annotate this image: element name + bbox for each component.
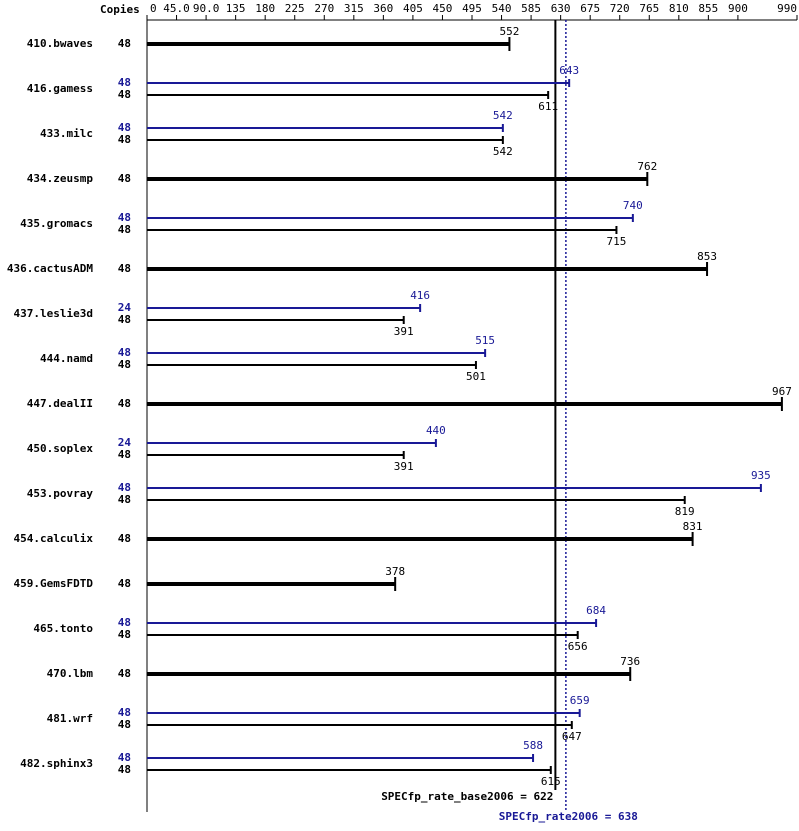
x-tick-label: 765: [639, 2, 659, 15]
copies: 48: [118, 76, 131, 89]
value-label: 684: [586, 604, 606, 617]
value-label: 935: [751, 469, 771, 482]
x-tick-label: 405: [403, 2, 423, 15]
copies: 48: [118, 616, 131, 629]
value-label: 588: [523, 739, 543, 752]
copies: 48: [118, 706, 131, 719]
copies: 48: [118, 172, 131, 185]
value-label: 831: [683, 520, 703, 533]
copies: 48: [118, 346, 131, 359]
x-tick-label: 45.0: [163, 2, 190, 15]
value-label: 967: [772, 385, 792, 398]
copies: 48: [118, 577, 131, 590]
copies-header: Copies: [100, 3, 140, 16]
x-tick-label: 270: [314, 2, 334, 15]
copies: 48: [118, 481, 131, 494]
copies: 48: [118, 532, 131, 545]
benchmark-name: 482.sphinx3: [20, 757, 93, 770]
benchmark-name: 459.GemsFDTD: [14, 577, 94, 590]
value-label: 416: [410, 289, 430, 302]
copies: 48: [118, 37, 131, 50]
value-label: 615: [541, 775, 561, 788]
x-tick-label: 855: [698, 2, 718, 15]
copies: 48: [118, 121, 131, 134]
value-label: 762: [637, 160, 657, 173]
x-tick-label: 495: [462, 2, 482, 15]
value-label: 611: [538, 100, 558, 113]
x-tick-label: 0: [150, 2, 157, 15]
x-tick-label: 90.0: [193, 2, 220, 15]
copies: 48: [118, 448, 131, 461]
value-label: 440: [426, 424, 446, 437]
value-label: 643: [559, 64, 579, 77]
copies: 24: [118, 436, 132, 449]
x-tick-label: 675: [580, 2, 600, 15]
x-tick-label: 900: [728, 2, 748, 15]
copies: 48: [118, 718, 131, 731]
benchmark-name: 437.leslie3d: [14, 307, 93, 320]
benchmark-name: 481.wrf: [47, 712, 93, 725]
copies: 48: [118, 628, 131, 641]
copies: 48: [118, 88, 131, 101]
value-label: 501: [466, 370, 486, 383]
value-label: 853: [697, 250, 717, 263]
benchmark-name: 465.tonto: [33, 622, 93, 635]
x-tick-label: 630: [551, 2, 571, 15]
value-label: 552: [499, 25, 519, 38]
value-label: 542: [493, 109, 513, 122]
x-tick-label: 810: [669, 2, 689, 15]
value-label: 819: [675, 505, 695, 518]
x-tick-label: 450: [433, 2, 453, 15]
copies: 48: [118, 493, 131, 506]
reference-label: SPECfp_rate2006 = 638: [499, 810, 638, 823]
benchmark-name: 436.cactusADM: [7, 262, 93, 275]
copies: 48: [118, 262, 131, 275]
value-label: 715: [607, 235, 627, 248]
copies: 48: [118, 667, 131, 680]
benchmark-name: 416.gamess: [27, 82, 93, 95]
copies: 48: [118, 133, 131, 146]
value-label: 647: [562, 730, 582, 743]
copies: 48: [118, 358, 131, 371]
x-tick-label: 225: [285, 2, 305, 15]
value-label: 391: [394, 460, 414, 473]
x-tick-label: 585: [521, 2, 541, 15]
x-tick-label: 720: [610, 2, 630, 15]
benchmark-name: 434.zeusmp: [27, 172, 94, 185]
copies: 48: [118, 763, 131, 776]
value-label: 378: [385, 565, 405, 578]
value-label: 656: [568, 640, 588, 653]
x-tick-label: 540: [492, 2, 512, 15]
benchmark-name: 470.lbm: [47, 667, 94, 680]
x-tick-label: 135: [226, 2, 246, 15]
benchmark-name: 453.povray: [27, 487, 94, 500]
benchmark-name: 447.dealII: [27, 397, 93, 410]
x-tick-label: 360: [373, 2, 393, 15]
copies: 48: [118, 751, 131, 764]
benchmark-name: 454.calculix: [14, 532, 94, 545]
copies: 48: [118, 397, 131, 410]
value-label: 659: [570, 694, 590, 707]
copies: 48: [118, 211, 131, 224]
value-label: 391: [394, 325, 414, 338]
value-label: 515: [475, 334, 495, 347]
copies: 48: [118, 223, 131, 236]
value-label: 740: [623, 199, 643, 212]
value-label: 736: [620, 655, 640, 668]
copies: 24: [118, 301, 132, 314]
value-label: 542: [493, 145, 513, 158]
benchmark-name: 450.soplex: [27, 442, 94, 455]
benchmark-name: 433.milc: [40, 127, 93, 140]
benchmark-name: 435.gromacs: [20, 217, 93, 230]
x-tick-label: 315: [344, 2, 364, 15]
x-tick-label: 180: [255, 2, 275, 15]
reference-label: SPECfp_rate_base2006 = 622: [381, 790, 553, 803]
copies: 48: [118, 313, 131, 326]
benchmark-name: 410.bwaves: [27, 37, 93, 50]
x-tick-label: 990: [777, 2, 797, 15]
benchmark-name: 444.namd: [40, 352, 93, 365]
